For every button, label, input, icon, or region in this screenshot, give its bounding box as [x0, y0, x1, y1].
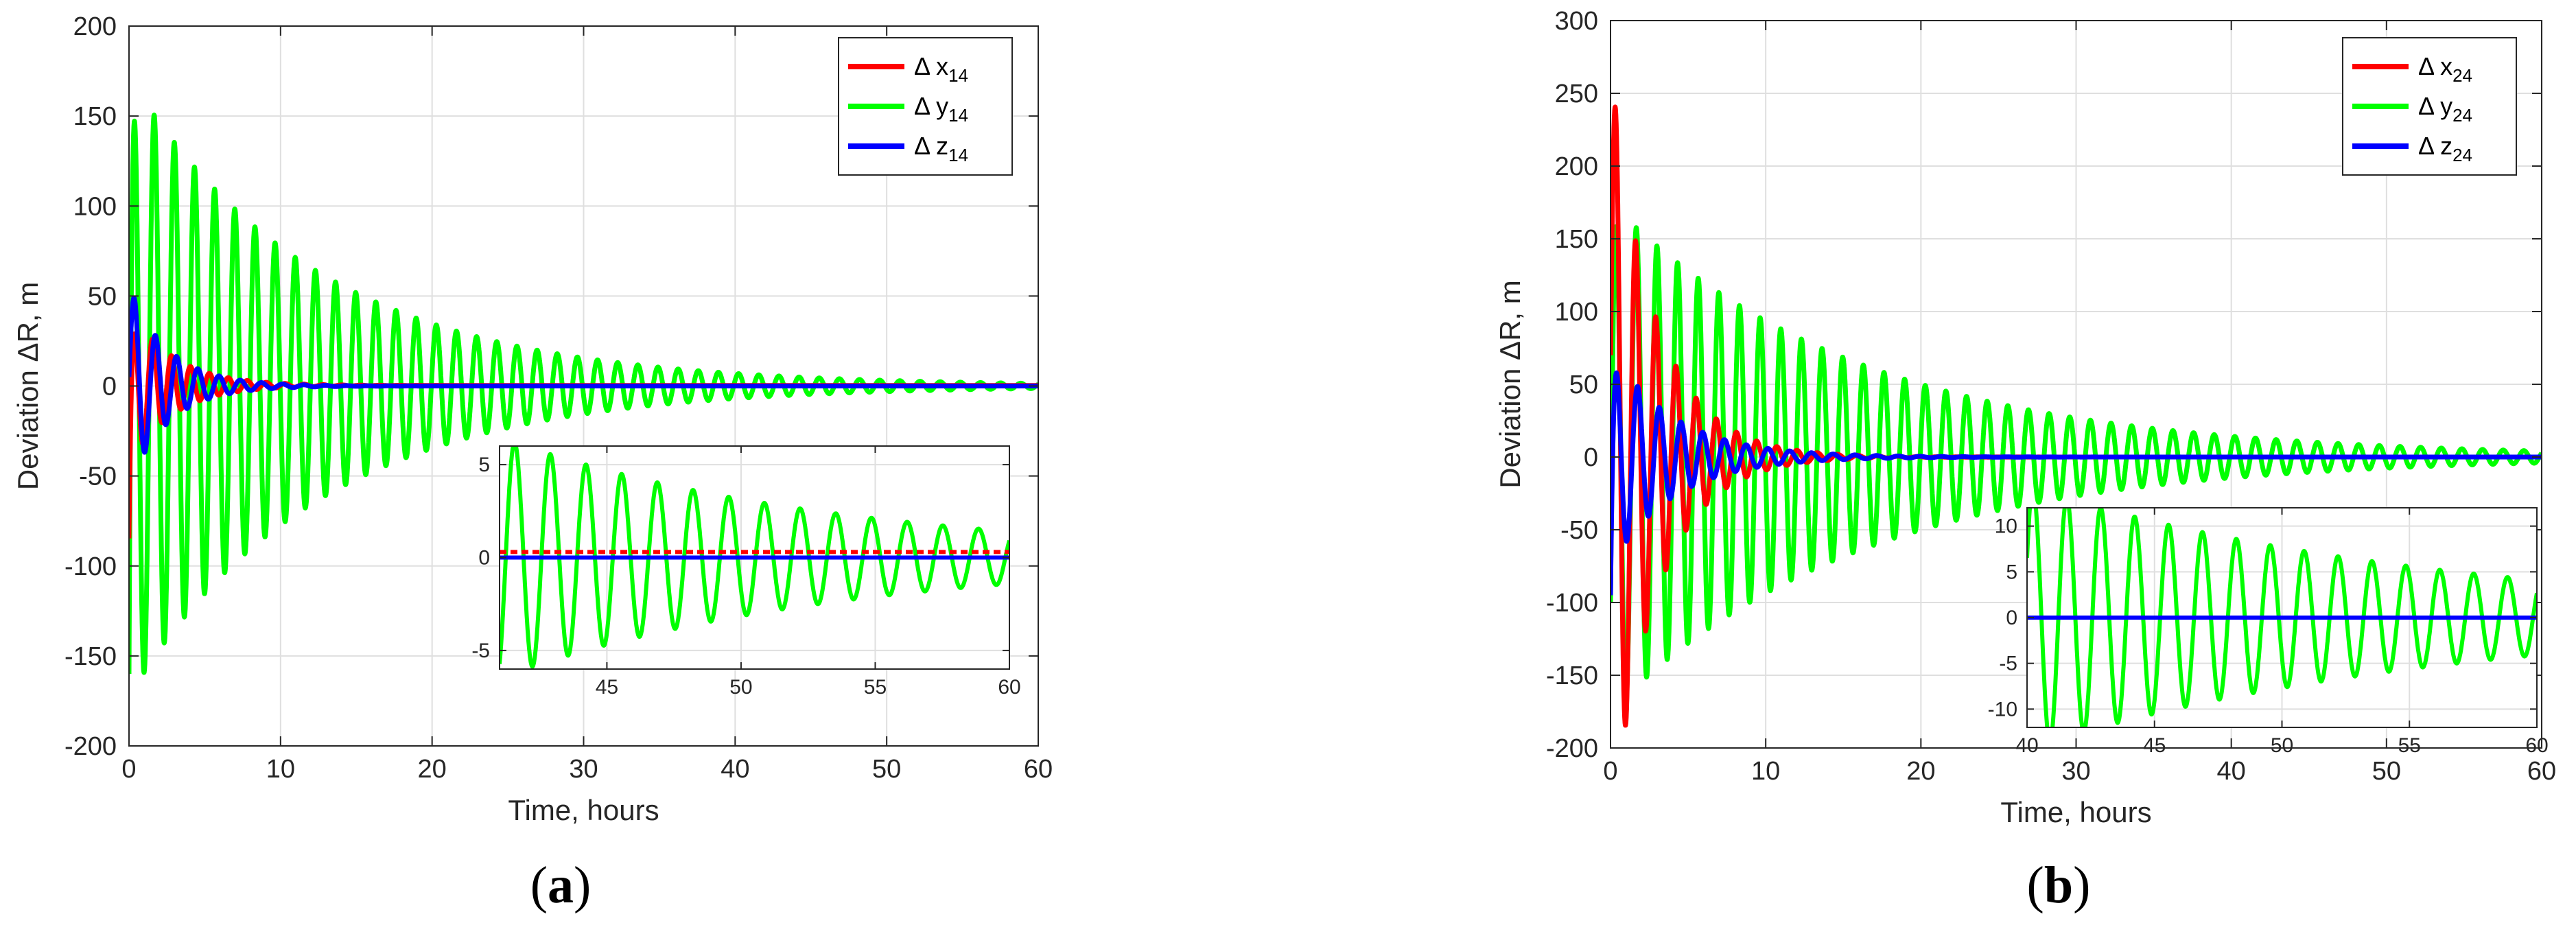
y-tick-label: 5: [2006, 561, 2017, 583]
legend-entry-subscript: 24: [2452, 105, 2472, 126]
series-line-dy: [129, 113, 1038, 675]
x-tick-label: 0: [1603, 757, 1617, 786]
panel-label-part: a: [548, 856, 574, 914]
legend-entry-name: Δ x: [914, 52, 948, 80]
x-tick-label: 10: [266, 755, 295, 784]
x-tick-label: 60: [998, 676, 1020, 699]
legend-entry-subscript: 24: [2452, 65, 2472, 86]
y-tick-label: 0: [102, 373, 117, 401]
x-tick-label: 45: [2143, 734, 2166, 757]
panel-label-part: (: [2027, 856, 2044, 914]
legend-entry: Δ x24: [2418, 52, 2472, 86]
y-tick-label: 250: [1555, 80, 1598, 108]
panel-label-part: (: [530, 856, 548, 914]
x-tick-label: 20: [418, 755, 447, 784]
y-tick-label: -150: [65, 642, 117, 671]
x-tick-label: 40: [2015, 734, 2038, 757]
y-tick-label: 0: [2006, 607, 2017, 629]
x-tick-label: 40: [721, 755, 749, 784]
y-tick-label: 50: [1569, 371, 1598, 399]
x-tick-label: 55: [2398, 734, 2421, 757]
legend-entry-subscript: 24: [2452, 145, 2472, 165]
y-tick-label: 0: [478, 547, 490, 570]
x-tick-label: 50: [729, 676, 752, 699]
y-axis-label: Deviation ΔR, m: [12, 282, 44, 490]
legend-entry-subscript: 14: [948, 65, 968, 86]
y-tick-label: 100: [1555, 298, 1598, 327]
y-tick-label: -150: [1546, 662, 1598, 690]
y-tick-label: 200: [73, 12, 117, 41]
legend-entry-name: Δ z: [2418, 132, 2452, 160]
legend-entry: Δ y14: [914, 92, 968, 126]
legend-entry-subscript: 14: [948, 105, 968, 126]
y-tick-label: -100: [65, 552, 117, 581]
y-tick-label: -200: [1546, 734, 1598, 763]
x-tick-label: 60: [2525, 734, 2548, 757]
legend-entry: Δ z24: [2418, 132, 2472, 165]
legend-entry: Δ y24: [2418, 92, 2472, 126]
x-tick-label: 55: [864, 676, 887, 699]
inset-plot-b: 40 45 50 55 60 -10 -5 0 5 10: [1988, 507, 2549, 757]
x-tick-label: 40: [2217, 757, 2246, 786]
y-tick-label: -50: [79, 463, 117, 491]
x-tick-label: 60: [2527, 757, 2556, 786]
y-tick-label: 150: [73, 102, 117, 131]
x-tick-label: 10: [1751, 757, 1780, 786]
x-tick-label: 45: [596, 676, 618, 699]
x-tick-label: 50: [2372, 757, 2401, 786]
legend-box: [838, 37, 1013, 176]
x-axis-label: Time, hours: [2000, 796, 2151, 828]
legend-entry-name: Δ z: [914, 132, 948, 160]
series-line-dz: [129, 295, 1038, 455]
y-tick-label: -200: [65, 732, 117, 761]
series-line-dy: [1611, 224, 2542, 699]
x-tick-label: 30: [2061, 757, 2090, 786]
x-tick-label: 30: [569, 755, 598, 784]
x-tick-label: 50: [2271, 734, 2293, 757]
y-tick-label: -50: [1560, 516, 1598, 545]
y-tick-label: 150: [1555, 225, 1598, 254]
x-axis-label: Time, hours: [508, 794, 659, 826]
y-tick-label: 100: [73, 192, 117, 221]
panel-label-part: b: [2044, 856, 2073, 914]
y-tick-label: 200: [1555, 152, 1598, 181]
y-tick-label: -100: [1546, 589, 1598, 618]
panel-label-part: ): [574, 856, 591, 914]
y-tick-label: 50: [88, 282, 117, 311]
legend-entry-name: Δ x: [2418, 52, 2452, 80]
series-line-dy: [2027, 508, 2537, 727]
y-tick-label: -10: [1988, 698, 2017, 721]
x-tick-label: 0: [121, 755, 136, 784]
x-tick-label: 50: [872, 755, 901, 784]
x-tick-label: 60: [1024, 755, 1053, 784]
series-line-dz: [1611, 370, 2542, 596]
y-tick-label: 5: [478, 454, 490, 476]
y-tick-label: -5: [1999, 653, 2017, 675]
y-tick-label: -5: [471, 640, 490, 662]
inset-plot-a: 45 50 55 60 -5 0 5: [471, 445, 1021, 699]
y-tick-label: 10: [1995, 515, 2017, 538]
x-tick-label: 20: [1906, 757, 1935, 786]
y-axis-label: Deviation ΔR, m: [1494, 280, 1526, 488]
panel-label: (a): [530, 856, 592, 914]
panel-label-part: ): [2073, 856, 2090, 914]
legend-entry-name: Δ y: [914, 92, 948, 120]
legend-entry: Δ x14: [914, 52, 968, 86]
legend-entry: Δ z14: [914, 132, 968, 165]
legend-entry-name: Δ y: [2418, 92, 2452, 120]
legend-entry-subscript: 14: [948, 145, 968, 165]
series-line-dy: [500, 446, 1009, 669]
y-tick-label: 0: [1584, 443, 1598, 472]
y-tick-label: 300: [1555, 7, 1598, 36]
panel-label: (b): [2027, 856, 2091, 914]
